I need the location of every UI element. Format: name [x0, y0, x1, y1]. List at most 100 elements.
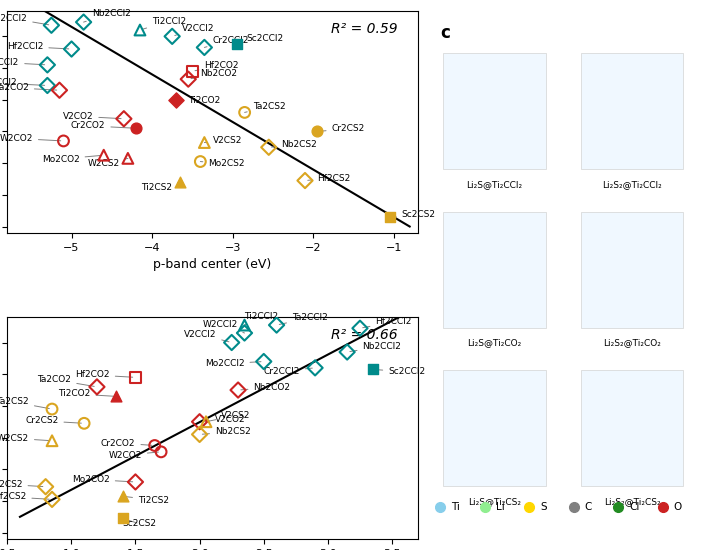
Text: O: O — [674, 502, 682, 512]
Text: Ta2CS2: Ta2CS2 — [0, 397, 49, 409]
Point — [200, 417, 211, 426]
Text: W2CCl2: W2CCl2 — [203, 320, 244, 333]
Text: V2CCl2: V2CCl2 — [184, 330, 229, 342]
Text: Mo2CCl2: Mo2CCl2 — [205, 359, 261, 369]
Point — [122, 154, 134, 163]
Text: R² = 0.66: R² = 0.66 — [330, 328, 397, 342]
Point — [258, 357, 269, 366]
Bar — [443, 53, 545, 169]
Point — [199, 138, 210, 147]
Point — [117, 514, 128, 523]
Text: C: C — [585, 502, 592, 512]
Point — [194, 417, 205, 426]
Point — [46, 405, 58, 414]
Text: Cr2CO2: Cr2CO2 — [101, 438, 152, 448]
Text: S: S — [540, 502, 547, 512]
Text: V2CCl2: V2CCl2 — [175, 24, 214, 36]
Text: Mo2CO2: Mo2CO2 — [42, 155, 101, 163]
Text: Nb2CCl2: Nb2CCl2 — [83, 9, 130, 22]
Bar — [443, 212, 545, 328]
Point — [194, 157, 206, 166]
Text: Ta2CO2: Ta2CO2 — [38, 375, 94, 387]
Point — [54, 86, 66, 95]
Text: Hf2CS2: Hf2CS2 — [308, 174, 350, 183]
Text: Ti2CS2: Ti2CS2 — [125, 496, 169, 504]
Text: V2CS2: V2CS2 — [209, 411, 251, 421]
Point — [130, 373, 141, 382]
Point — [46, 495, 58, 504]
Text: Ta2CCl2: Ta2CCl2 — [0, 14, 48, 25]
Point — [130, 124, 142, 133]
Text: R² = 0.59: R² = 0.59 — [330, 22, 397, 36]
Text: Hf2CCl2: Hf2CCl2 — [362, 317, 412, 328]
Point — [199, 43, 210, 52]
Text: Ta2CS2: Ta2CS2 — [245, 102, 286, 112]
Point — [135, 26, 146, 35]
Point — [167, 32, 178, 41]
Text: Mo2CO2: Mo2CO2 — [72, 475, 132, 484]
Point — [355, 324, 366, 333]
Text: Cr2CO2: Cr2CO2 — [70, 121, 133, 130]
Text: Li₂S@Ti₂CO₂: Li₂S@Ti₂CO₂ — [467, 338, 521, 348]
Text: Nb2CS2: Nb2CS2 — [202, 427, 251, 436]
Point — [174, 178, 186, 186]
Point — [239, 321, 250, 329]
Point — [187, 67, 198, 75]
Text: Hf2CO2: Hf2CO2 — [75, 370, 132, 380]
Text: Sc2CCl2: Sc2CCl2 — [239, 34, 283, 44]
Text: Ti2CCl2: Ti2CCl2 — [244, 312, 278, 325]
Point — [384, 213, 395, 222]
Text: Hf2CS2: Hf2CS2 — [0, 492, 49, 502]
Text: Ti2CO2: Ti2CO2 — [179, 96, 221, 105]
Point — [46, 436, 58, 445]
Text: W2CO2: W2CO2 — [108, 450, 158, 460]
Text: W2CS2: W2CS2 — [88, 158, 128, 168]
Text: Hf2CCl2: Hf2CCl2 — [7, 42, 69, 51]
Text: Cr2CS2: Cr2CS2 — [25, 416, 81, 425]
Point — [91, 382, 103, 391]
Point — [367, 365, 379, 374]
Bar — [580, 370, 684, 486]
Point — [239, 108, 251, 117]
Text: Ta2CCl2: Ta2CCl2 — [279, 314, 328, 324]
Text: W2CS2: W2CS2 — [0, 434, 49, 443]
Text: Ti2CCl2: Ti2CCl2 — [142, 16, 186, 29]
Text: V2CS2: V2CS2 — [204, 135, 242, 145]
Text: Li₂S@Ti₂CS₂: Li₂S@Ti₂CS₂ — [468, 497, 520, 506]
Point — [110, 392, 122, 401]
Point — [66, 45, 77, 53]
Point — [170, 95, 182, 104]
Point — [46, 21, 57, 30]
Point — [42, 81, 53, 90]
Point — [42, 60, 53, 69]
Point — [342, 348, 353, 356]
Bar — [580, 212, 684, 328]
Text: Hf2CO2: Hf2CO2 — [195, 61, 239, 71]
Point — [263, 143, 275, 152]
Point — [118, 114, 130, 123]
Text: Li: Li — [496, 502, 504, 512]
Point — [78, 419, 90, 428]
Text: Ti: Ti — [451, 502, 460, 512]
Text: Cr2CS2: Cr2CS2 — [320, 124, 365, 134]
Point — [239, 328, 250, 337]
Text: Cr2CCl2: Cr2CCl2 — [263, 366, 313, 376]
Text: Nb2CO2: Nb2CO2 — [191, 69, 237, 79]
Text: Sc2CS2: Sc2CS2 — [392, 210, 436, 219]
Point — [271, 321, 282, 329]
Point — [98, 151, 110, 160]
Text: Ti2CS2: Ti2CS2 — [141, 182, 180, 192]
Text: W2CCl2: W2CCl2 — [0, 58, 45, 67]
Point — [155, 448, 167, 456]
Bar — [443, 370, 545, 486]
Text: Nb2CCl2: Nb2CCl2 — [350, 342, 402, 351]
Text: Cl: Cl — [629, 502, 639, 512]
Point — [310, 364, 321, 372]
Point — [58, 136, 69, 145]
Point — [299, 176, 310, 185]
Text: c: c — [440, 24, 450, 42]
Text: Ta2CO2: Ta2CO2 — [0, 83, 57, 92]
Point — [78, 18, 89, 26]
Text: Sc2CS2: Sc2CS2 — [122, 519, 157, 529]
Text: Sc2CCl2: Sc2CCl2 — [376, 367, 425, 376]
